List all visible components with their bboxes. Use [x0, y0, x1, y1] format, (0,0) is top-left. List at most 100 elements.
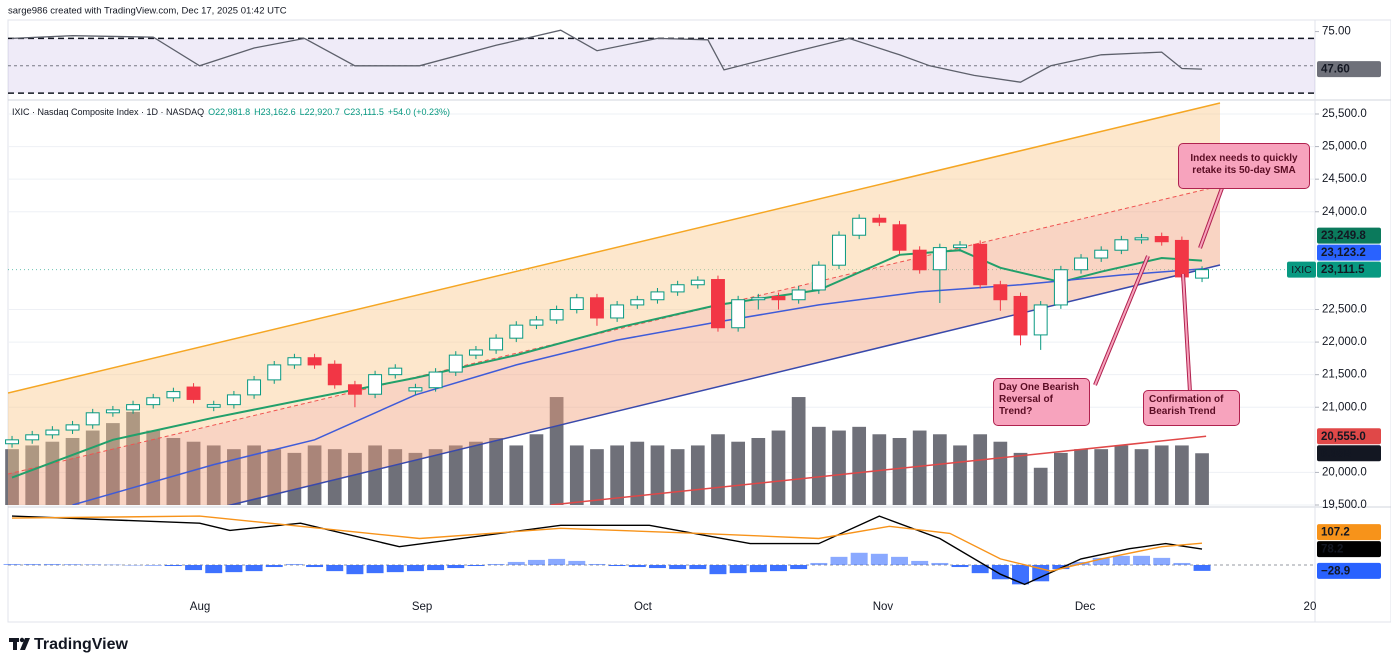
price-tag-label: −28.9: [1321, 565, 1350, 577]
logo: [9, 637, 30, 650]
candle-body: [247, 379, 262, 396]
candle-body: [105, 409, 120, 414]
candle-body: [166, 391, 181, 399]
y-tick-label: 24,500.0: [1322, 173, 1367, 185]
histogram-bar: [648, 565, 666, 569]
candle-body: [811, 264, 826, 291]
histogram-bar: [608, 565, 626, 567]
candle-body: [912, 249, 927, 271]
candle-body: [206, 404, 221, 408]
price-tag-label: 107.2: [1321, 527, 1350, 539]
histogram-bar: [3, 563, 21, 565]
candle-body: [85, 412, 100, 426]
histogram-bar: [709, 565, 727, 575]
price-tag: [1317, 524, 1381, 541]
candle-body: [1053, 269, 1068, 306]
histogram-bar: [225, 565, 243, 573]
candle-body: [529, 319, 544, 326]
logo-part: [20, 638, 30, 650]
candle-body: [1074, 257, 1088, 271]
volume-bar: [751, 437, 766, 505]
volume-bar: [771, 430, 786, 505]
histogram-bar: [1012, 565, 1029, 585]
candle-body: [1134, 237, 1149, 241]
histogram-bar: [729, 565, 747, 574]
channel-upper-line: [8, 102, 1221, 394]
volume-bar: [892, 437, 907, 505]
x-tick-label: Nov: [873, 601, 894, 613]
candle-body: [468, 349, 483, 356]
volume-bar: [307, 445, 322, 505]
candle-body: [872, 217, 887, 223]
header: sarge986 created with TradingView.com, D…: [8, 6, 287, 17]
volume-bar: [1013, 452, 1028, 505]
series-line: [11, 515, 1203, 586]
price-tag: [1317, 61, 1381, 78]
volume-bar: [932, 434, 947, 505]
volume-bar: [1154, 445, 1169, 505]
candle-body: [287, 357, 302, 366]
x-tick-label: Sep: [412, 601, 432, 613]
volume-bar: [106, 423, 120, 505]
volume-bar: [690, 445, 705, 505]
volume-bar: [1094, 449, 1109, 505]
candle-body: [226, 394, 241, 406]
candle-body: [610, 304, 625, 319]
histogram-bar: [951, 565, 969, 568]
histogram-bar: [205, 565, 223, 574]
price-tag-label: 23,123.2: [1321, 247, 1366, 259]
candle-body: [852, 217, 867, 236]
volume-bar: [791, 397, 806, 505]
histogram-bar: [971, 565, 989, 574]
histogram-bar: [124, 565, 142, 566]
histogram-bar: [104, 564, 122, 566]
histogram-bar: [1092, 557, 1110, 565]
volume-bar: [448, 445, 463, 505]
volume-bar: [368, 445, 382, 505]
histogram-bar: [548, 558, 566, 565]
price-tag-label: 20,555.0: [1321, 431, 1366, 443]
histogram-bar: [43, 563, 61, 565]
histogram-bar: [185, 565, 203, 571]
candle-body: [186, 386, 201, 400]
volume-bar: [569, 445, 584, 505]
x-tick-label: Dec: [1075, 601, 1096, 613]
candle-body: [448, 354, 463, 373]
volume-bar: [1175, 445, 1189, 505]
candle-body: [549, 309, 564, 321]
legend-value: O22,981.8: [208, 107, 250, 117]
histogram-bar: [770, 565, 787, 572]
channel-mid-line: [8, 185, 1221, 475]
symbol-badge-label: IXIC: [1291, 264, 1312, 276]
histogram-bar: [689, 565, 707, 570]
candle-body: [1154, 236, 1169, 243]
price-tag: [1317, 244, 1381, 261]
candle-body: [45, 429, 60, 436]
candle-body: [1114, 239, 1129, 251]
logo-part: [13, 638, 17, 650]
candle-body: [832, 234, 846, 266]
volume-bar: [1114, 445, 1129, 505]
x-tick-label: Aug: [190, 601, 210, 613]
legend-value: C23,111.5: [344, 107, 384, 117]
volume-bar: [327, 449, 342, 505]
histogram-bar: [527, 559, 545, 565]
symbol-badge: [1287, 261, 1316, 278]
candle-body: [932, 247, 947, 271]
volume-bar: [993, 441, 1008, 505]
legend-value: H23,162.6: [254, 107, 296, 117]
volume-bar: [348, 452, 362, 505]
candle-body: [771, 295, 786, 301]
histogram-bar: [1112, 555, 1130, 565]
candle-body: [630, 299, 645, 306]
volume-bar: [973, 434, 988, 505]
volume-bar: [267, 449, 282, 505]
y-tick-label: 22,500.0: [1322, 304, 1367, 316]
price-tag: [1317, 541, 1381, 558]
y-tick-label: 75.00: [1322, 26, 1351, 38]
histogram-bar: [487, 563, 505, 565]
annotation-pointers: [1093, 187, 1224, 393]
annotation: Day One Bearish Reversal of Trend?: [993, 378, 1090, 426]
legend-value: +54.0 (+0.23%): [388, 107, 450, 117]
volume-bar: [610, 445, 624, 505]
